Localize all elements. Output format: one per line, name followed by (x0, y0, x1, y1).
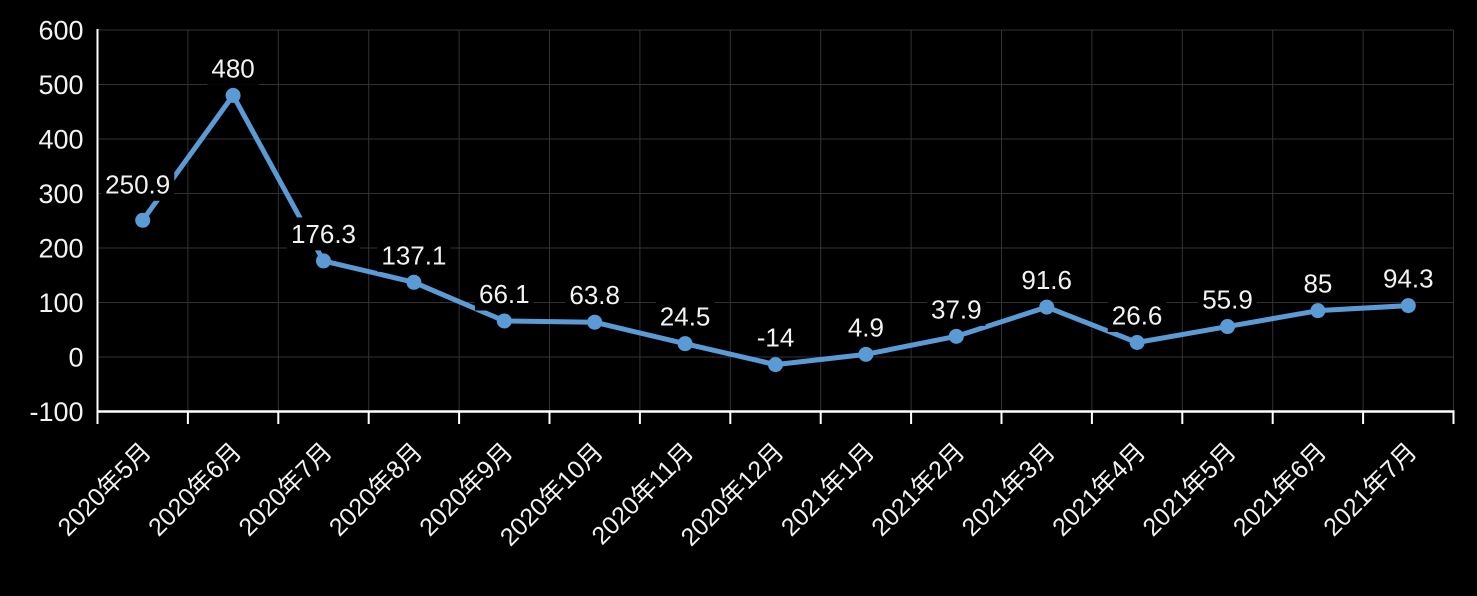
data-point-marker[interactable] (677, 336, 693, 352)
data-label-background (101, 167, 175, 201)
data-label-background (207, 51, 259, 85)
y-axis-tick-label: -100 (29, 397, 83, 427)
data-label-background (1299, 267, 1337, 301)
data-label: 94.3 (1383, 264, 1434, 294)
data-label: 250.9 (105, 169, 170, 199)
y-axis-tick-label: 0 (68, 343, 83, 373)
y-axis-labels-group: 600 500 400 300 200 100 0 -100 (29, 16, 83, 428)
y-axis-tick-label: 100 (38, 288, 83, 318)
data-point-marker[interactable] (1039, 299, 1055, 315)
data-point-marker[interactable] (858, 346, 874, 362)
data-point-marker[interactable] (948, 328, 964, 344)
data-label: 91.6 (1021, 265, 1072, 295)
y-axis-tick-label: 400 (38, 125, 83, 155)
data-point-marker[interactable] (1129, 335, 1145, 351)
data-label: 55.9 (1202, 285, 1253, 315)
axes-group (96, 29, 1455, 424)
x-axis-labels-group: 2020年5月2020年6月2020年7月2020年8月2020年9月2020年… (53, 437, 1423, 551)
y-axis-tick-label: 500 (38, 70, 83, 100)
data-point-marker[interactable] (316, 253, 331, 269)
data-label: 85 (1303, 269, 1332, 299)
data-point-marker[interactable] (135, 212, 151, 228)
data-label: 4.9 (848, 312, 884, 342)
data-label-background (655, 300, 715, 334)
data-label: 480 (211, 53, 254, 83)
data-label: 137.1 (381, 240, 446, 270)
x-axis-tick-label: 2020年7月 (233, 437, 337, 541)
data-label: 24.5 (660, 302, 711, 332)
data-label-background (1107, 299, 1167, 333)
data-point-marker[interactable] (225, 87, 241, 103)
x-axis-tick-label: 2021年4月 (1047, 437, 1151, 541)
data-label-background (474, 277, 534, 311)
data-label: -14 (757, 323, 795, 353)
data-label-background (1017, 263, 1077, 297)
x-axis-tick-label: 2021年2月 (866, 437, 970, 541)
data-label-background (286, 217, 361, 251)
data-point-marker[interactable] (406, 274, 422, 290)
x-axis-tick-label: 2020年6月 (143, 437, 247, 541)
data-label: 66.1 (479, 279, 530, 309)
data-label: 26.6 (1112, 301, 1163, 331)
data-point-marker[interactable] (1220, 319, 1235, 335)
data-label: 176.3 (291, 219, 356, 249)
data-label-background (377, 238, 451, 272)
data-point-marker[interactable] (1400, 298, 1416, 314)
x-axis-tick-label: 2020年8月 (324, 437, 428, 541)
data-label-background (1378, 262, 1438, 296)
x-axis-tick-label: 2021年6月 (1228, 437, 1332, 541)
x-axis-tick-label: 2021年3月 (957, 437, 1061, 541)
data-label-background (565, 278, 625, 312)
y-axis-tick-label: 200 (38, 234, 83, 264)
x-axis-tick-label: 2021年5月 (1137, 437, 1241, 541)
data-point-marker[interactable] (768, 357, 783, 373)
data-point-marker[interactable] (587, 314, 603, 330)
data-label-background (1198, 283, 1257, 317)
data-point-marker[interactable] (1310, 303, 1326, 319)
x-axis-tick-label: 2021年7月 (1318, 437, 1422, 541)
data-label: 37.9 (931, 294, 982, 324)
data-labels-group: 250.9 480 176.3 137.1 66.1 63.8 24.5 -14 4.9 37.9… (101, 51, 1438, 355)
data-label-background (843, 310, 888, 344)
data-point-marker[interactable] (496, 313, 512, 329)
y-axis-tick-label: 300 (38, 179, 83, 209)
data-label-background (926, 292, 986, 326)
data-label: 63.8 (569, 280, 620, 310)
y-axis-tick-label: 600 (38, 16, 83, 46)
x-axis-tick-label: 2020年5月 (53, 437, 157, 541)
x-axis-tick-label: 2021年1月 (776, 437, 880, 541)
series-group (135, 87, 1416, 373)
data-label-background (752, 321, 799, 355)
gridlines-group (97, 29, 1454, 412)
